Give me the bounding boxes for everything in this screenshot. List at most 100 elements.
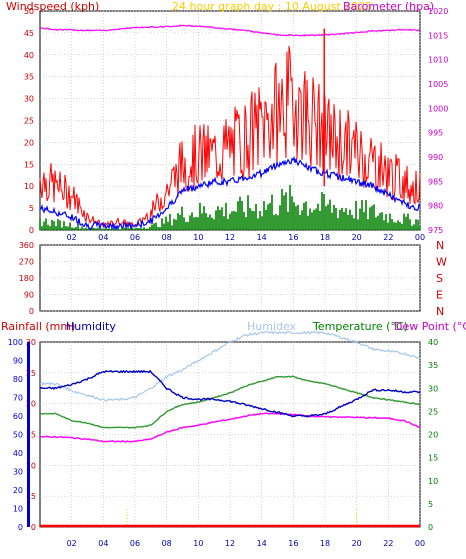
humidity-tick-label: 10 (13, 505, 23, 514)
temperature-label: Temperature (°C) (312, 320, 408, 333)
humidity-tick-label: 30 (13, 468, 23, 477)
windspeed-tick-label: 45 (24, 29, 34, 38)
humidity-line (39, 369, 421, 418)
temp-hour-label: 18 (320, 539, 330, 548)
dewpoint-line (39, 412, 421, 443)
barometer-tick-label: 1020 (428, 7, 448, 16)
rainfall-label: Rainfall (mm) (1, 320, 75, 333)
temp-hour-label: 08 (162, 539, 172, 548)
compass-label: S (436, 272, 443, 285)
windspeed-tick-label: 10 (24, 182, 34, 191)
windspeed-tick-label: 50 (24, 7, 34, 16)
humidity-tick-label: 80 (13, 375, 23, 384)
compass-label: N (436, 239, 444, 252)
humidity-tick-label: 100 (8, 338, 23, 347)
humidex-label: Humidex (247, 320, 297, 333)
temp-hour-label: 06 (130, 539, 140, 548)
windspeed-axis-title: Windspeed (kph) (6, 0, 99, 13)
temperature-tick-label: 20 (428, 431, 438, 440)
temp-series (39, 330, 421, 528)
barometer-tick-label: 1015 (428, 31, 448, 40)
barometer-tick-label: 995 (428, 129, 443, 138)
wind-hour-label: 00 (415, 233, 425, 242)
temp-hour-label: 12 (225, 539, 235, 548)
rainfall-tick-label: 15 (26, 431, 36, 440)
humidity-tick-label: 20 (13, 486, 23, 495)
temperature-axis-ticks: 0 5 10 15 20 25 30 35 40 (428, 338, 438, 532)
barometer-tick-label: 990 (428, 153, 443, 162)
compass-label: N (436, 305, 444, 318)
wind-series (39, 24, 421, 231)
wind-hour-label: 22 (383, 233, 393, 242)
windspeed-tick-label: 35 (24, 73, 34, 82)
temperature-tick-label: 5 (428, 500, 433, 509)
wind-hour-label: 12 (225, 233, 235, 242)
humidex-line (39, 330, 421, 402)
direction-axis-ticks: 0 90 180 270 360 (19, 241, 34, 316)
graph-title: 24 hour graph day : 10 August 2025 (172, 0, 372, 13)
barometer-tick-label: 980 (428, 202, 443, 211)
windspeed-axis-ticks: 0 5 10 15 20 25 30 35 40 45 50 (24, 7, 34, 235)
temp-hour-label: 10 (193, 539, 203, 548)
windspeed-tick-label: 20 (24, 138, 34, 147)
direction-tick-label: 0 (29, 307, 34, 316)
wind-hour-label: 08 (162, 233, 172, 242)
windspeed-tick-label: 30 (24, 95, 34, 104)
humidity-axis-ticks: 0 10 20 30 40 50 60 70 80 90 100 (8, 338, 23, 532)
windspeed-tick-label: 15 (24, 160, 34, 169)
temp-hour-ticks: 02 04 06 08 10 12 14 16 18 20 22 00 (67, 539, 426, 548)
wind-hour-ticks: 02 04 06 08 10 12 14 16 18 20 22 00 (67, 233, 426, 242)
windspeed-tick-label: 40 (24, 51, 34, 60)
direction-tick-label: 270 (19, 258, 34, 267)
temperature-tick-label: 35 (428, 361, 438, 370)
rainfall-tick-label: 20 (26, 400, 36, 409)
temperature-tick-label: 0 (428, 523, 433, 532)
windspeed-tick-label: 0 (29, 226, 34, 235)
temperature-tick-label: 25 (428, 407, 438, 416)
barometer-tick-label: 1005 (428, 80, 448, 89)
humidity-tick-label: 60 (13, 412, 23, 421)
barometer-tick-label: 985 (428, 177, 443, 186)
humidity-tick-label: 40 (13, 449, 23, 458)
dewpoint-label: Dew Point (°C) (394, 320, 466, 333)
humidity-tick-label: 70 (13, 394, 23, 403)
compass-label: W (436, 256, 447, 269)
rainfall-tick-label: 0 (31, 523, 36, 532)
compass-label: E (436, 289, 443, 302)
humidity-tick-label: 50 (13, 431, 23, 440)
rainfall-tick-label: 10 (26, 461, 36, 470)
wind-hour-label: 10 (193, 233, 203, 242)
humidity-tick-label: 90 (13, 357, 23, 366)
windspeed-tick-label: 25 (24, 117, 34, 126)
wind-hour-label: 18 (320, 233, 330, 242)
temp-hour-label: 14 (257, 539, 267, 548)
wind-hour-label: 06 (130, 233, 140, 242)
temp-hour-label: 02 (67, 539, 77, 548)
rainfall-tick-label: 5 (31, 492, 36, 501)
barometer-axis-ticks: 975 980 985 990 995 1000 1005 1010 1015 1020 (428, 7, 448, 235)
wind-green-bars (39, 185, 421, 230)
wind-hour-label: 04 (98, 233, 108, 242)
direction-tick-label: 360 (19, 241, 34, 250)
wind-hour-label: 16 (288, 233, 298, 242)
windspeed-tick-label: 5 (29, 204, 34, 213)
direction-grid (40, 244, 421, 312)
barometer-tick-label: 1000 (428, 104, 448, 113)
average-wind-line (39, 155, 421, 231)
barometer-line (39, 24, 421, 37)
temperature-tick-label: 40 (428, 338, 438, 347)
direction-tick-label: 90 (24, 291, 34, 300)
rainfall-tick-label: 30 (26, 338, 36, 347)
barometer-tick-label: 975 (428, 226, 443, 235)
direction-tick-label: 180 (19, 274, 34, 283)
humidity-label: Humidity (66, 320, 116, 333)
wind-hour-label: 20 (352, 233, 362, 242)
temp-hour-label: 00 (415, 539, 425, 548)
wind-hour-label: 02 (67, 233, 77, 242)
temperature-tick-label: 30 (428, 384, 438, 393)
rainfall-tick-label: 25 (26, 369, 36, 378)
